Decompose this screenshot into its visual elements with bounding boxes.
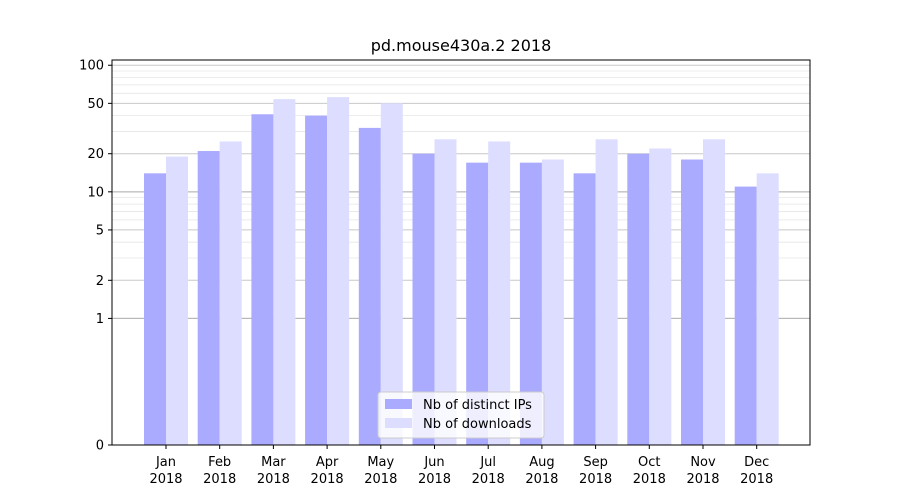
x-tick-label-month: Dec	[744, 455, 769, 470]
bar-distinct-ips	[197, 151, 220, 445]
chart-title: pd.mouse430a.2 2018	[371, 36, 552, 55]
bar-distinct-ips	[573, 173, 596, 445]
x-tick-label-month: Nov	[690, 455, 716, 470]
bar-distinct-ips	[466, 162, 489, 445]
bar-distinct-ips	[358, 127, 381, 445]
bar-downloads	[649, 148, 672, 445]
x-tick-label-month: Oct	[638, 455, 660, 470]
x-tick-label-year: 2018	[579, 472, 612, 487]
bar-distinct-ips	[734, 186, 757, 446]
x-tick-label-year: 2018	[418, 472, 451, 487]
x-tick-label-year: 2018	[364, 472, 397, 487]
x-tick-label-month: May	[367, 455, 394, 470]
bar-downloads	[703, 139, 725, 445]
x-tick-label-month: Aug	[529, 455, 554, 470]
x-tick-label-month: Jan	[155, 455, 176, 470]
bar-downloads	[595, 139, 618, 445]
bar-distinct-ips	[681, 159, 703, 445]
x-tick-label-year: 2018	[257, 472, 290, 487]
x-tick-label-month: Mar	[261, 455, 286, 470]
x-tick-label-month: Apr	[316, 455, 339, 470]
bar-downloads	[380, 103, 403, 445]
x-tick-label-year: 2018	[472, 472, 505, 487]
bar-distinct-ips	[519, 162, 542, 445]
bars-layer	[144, 97, 779, 446]
bar-downloads	[273, 99, 296, 445]
x-tick-label-year: 2018	[740, 472, 773, 487]
x-tick-label-year: 2018	[633, 472, 666, 487]
bar-downloads	[166, 156, 188, 446]
bar-downloads	[434, 139, 457, 445]
y-tick-label: 2	[96, 274, 104, 289]
y-tick-label: 10	[87, 185, 104, 200]
x-tick-label-year: 2018	[311, 472, 344, 487]
y-tick-label: 50	[87, 97, 104, 112]
x-tick-label-year: 2018	[149, 472, 182, 487]
axes-layer: 0 1 2 5 10 20 50 100 Jan 2018 Feb 2018 Mar 2018 Apr 201…	[79, 59, 811, 487]
x-tick-label-month: Sep	[583, 455, 608, 470]
legend-swatch	[385, 418, 412, 428]
x-tick-label-year: 2018	[203, 472, 236, 487]
bar-distinct-ips	[305, 115, 328, 445]
x-tick-label-month: Jul	[479, 455, 496, 470]
bar-distinct-ips	[144, 173, 166, 445]
y-tick-label: 5	[96, 223, 104, 238]
bar-distinct-ips	[412, 153, 435, 446]
bar-distinct-ips	[251, 114, 274, 445]
bar-downloads	[219, 141, 242, 445]
bar-downloads	[327, 97, 350, 446]
y-tick-label: 0	[96, 439, 104, 454]
legend-swatch	[385, 399, 412, 409]
bar-downloads	[488, 141, 511, 445]
bar-distinct-ips	[627, 153, 650, 446]
y-tick-label: 1	[96, 312, 104, 327]
bar-downloads	[756, 173, 779, 445]
legend-label: Nb of downloads	[423, 417, 532, 432]
y-tick-label: 20	[87, 147, 104, 162]
bar-downloads	[541, 159, 564, 445]
y-tick-label: 100	[79, 59, 104, 74]
x-tick-label-year: 2018	[686, 472, 719, 487]
legend-label: Nb of distinct IPs	[423, 398, 532, 413]
legend-box	[377, 391, 545, 439]
plot-frame	[111, 59, 811, 446]
x-tick-label-month: Jun	[423, 455, 444, 470]
x-tick-label-month: Feb	[208, 455, 231, 470]
legend: Nb of distinct IPs Nb of downloads	[377, 391, 545, 439]
x-tick-label-year: 2018	[525, 472, 558, 487]
